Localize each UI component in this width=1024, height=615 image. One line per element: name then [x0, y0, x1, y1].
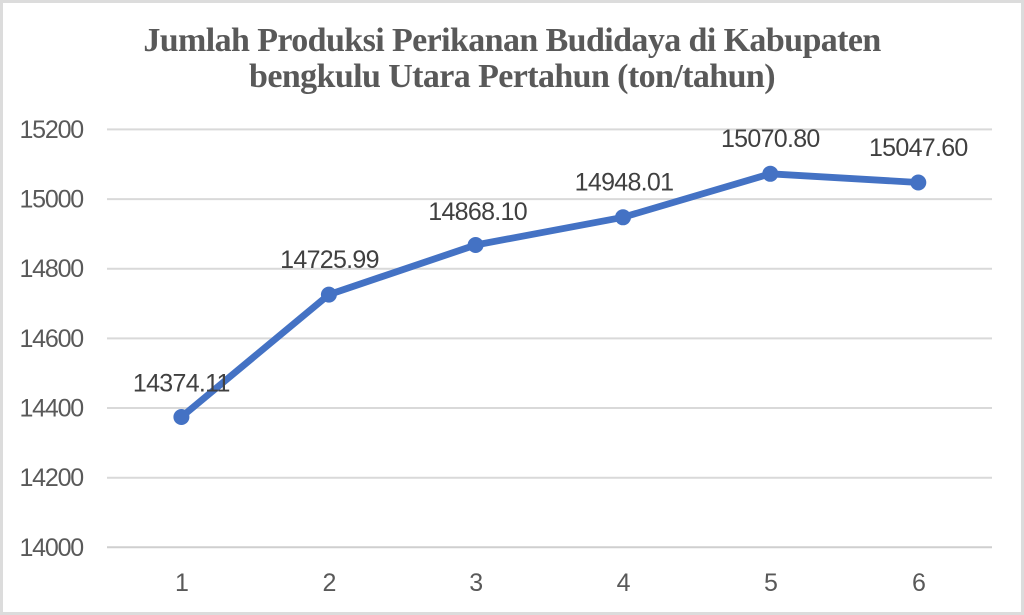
svg-text:15047.60: 15047.60: [869, 134, 968, 162]
svg-text:14800: 14800: [19, 255, 83, 283]
svg-text:14948.01: 14948.01: [575, 169, 674, 197]
svg-text:3: 3: [469, 569, 482, 597]
svg-text:6: 6: [912, 569, 925, 597]
svg-text:14000: 14000: [19, 534, 83, 562]
svg-text:15200: 15200: [19, 116, 83, 144]
svg-text:2: 2: [323, 569, 336, 597]
svg-text:14725.99: 14725.99: [280, 246, 379, 274]
svg-text:bengkulu Utara Pertahun (ton/t: bengkulu Utara Pertahun (ton/tahun): [249, 58, 775, 95]
svg-text:14200: 14200: [19, 464, 83, 492]
svg-text:14374.11: 14374.11: [133, 370, 230, 398]
svg-text:1: 1: [175, 569, 188, 597]
svg-text:14868.10: 14868.10: [428, 198, 527, 226]
svg-text:15070.80: 15070.80: [721, 125, 820, 153]
svg-text:14600: 14600: [19, 325, 83, 353]
svg-text:4: 4: [617, 569, 631, 597]
svg-text:Jumlah Produksi Perikanan Budi: Jumlah Produksi Perikanan Budidaya di Ka…: [143, 22, 881, 59]
svg-text:5: 5: [764, 569, 777, 597]
svg-text:15000: 15000: [19, 186, 83, 214]
svg-text:14400: 14400: [19, 395, 83, 423]
